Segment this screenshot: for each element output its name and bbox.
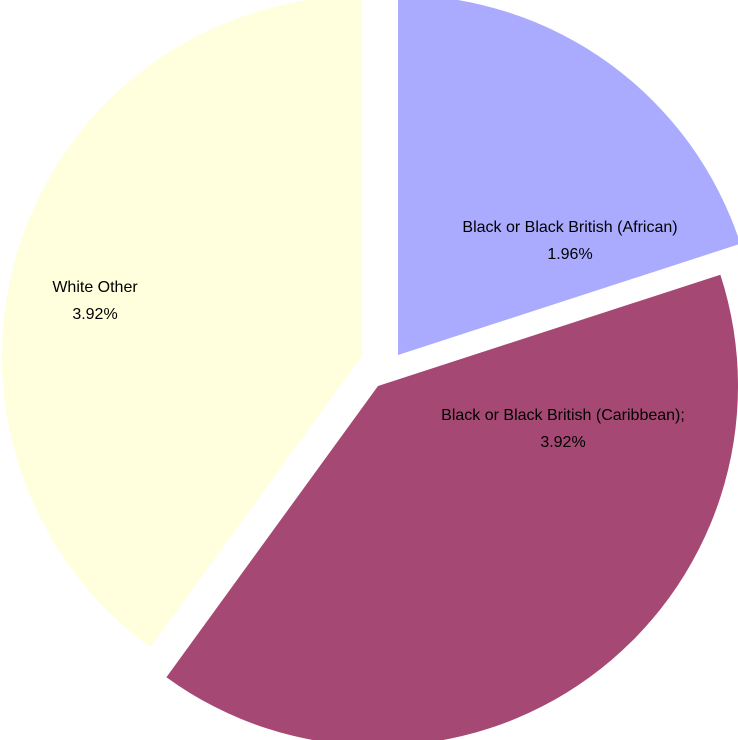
pie-slice-3 <box>2 0 362 648</box>
pie-slice-1 <box>398 0 738 355</box>
slice-value-label: 3.92% <box>540 434 585 451</box>
slice-category-label: White Other <box>52 279 138 296</box>
pie-slice-2 <box>166 274 738 740</box>
slice-labels: Black or Black British (African) 1.96%Bla… <box>52 219 685 451</box>
slice-label-2: Black or Black British (Caribbean); 3.92% <box>441 407 685 451</box>
slice-category-label: Black or Black British (African) <box>462 219 677 236</box>
slice-label-3: White Other 3.92% <box>52 279 138 323</box>
slice-label-1: Black or Black British (African) 1.96% <box>462 219 677 263</box>
slice-category-label: Black or Black British (Caribbean); <box>441 407 685 424</box>
slice-value-label: 3.92% <box>72 306 117 323</box>
slice-value-label: 1.96% <box>547 246 592 263</box>
